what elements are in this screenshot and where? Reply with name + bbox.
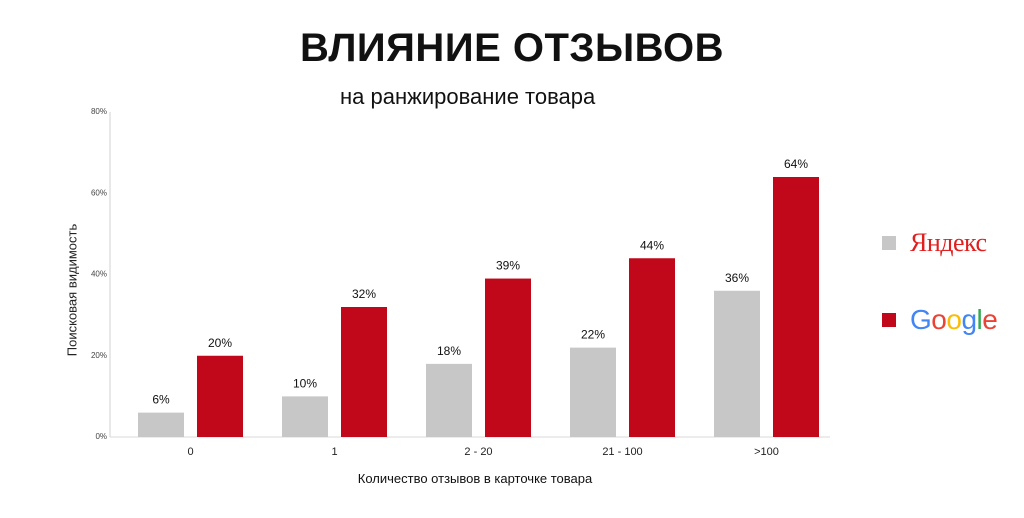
chart-subtitle: на ранжирование товара: [340, 84, 596, 109]
x-tick-label: 0: [187, 446, 193, 458]
data-label: 6%: [152, 393, 170, 407]
bar-yandex: [282, 396, 328, 437]
bar-google: [341, 307, 387, 437]
data-label: 36%: [725, 271, 749, 285]
data-label: 39%: [496, 259, 520, 273]
y-tick-label: 60%: [91, 188, 107, 197]
legend-swatch-yandex: [882, 236, 896, 250]
data-label: 22%: [581, 328, 605, 342]
x-axis-label: Количество отзывов в карточке товара: [357, 471, 593, 486]
bar-yandex: [570, 347, 616, 437]
x-tick-label: 2 - 20: [464, 446, 492, 458]
bar-google: [485, 278, 531, 437]
yandex-logo: Яндекс: [910, 228, 987, 257]
data-label: 64%: [784, 157, 808, 171]
google-logo: Google: [910, 304, 998, 335]
x-tick-label: >100: [754, 446, 779, 458]
data-label: 10%: [293, 376, 317, 390]
legend-item-yandex: Яндекс: [882, 228, 987, 258]
y-tick-label: 80%: [91, 107, 107, 116]
bar-yandex: [138, 412, 184, 437]
data-label: 32%: [352, 287, 376, 301]
x-tick-label: 1: [331, 446, 337, 458]
bar-google: [773, 177, 819, 437]
x-tick-label: 21 - 100: [602, 446, 642, 458]
y-axis-label: Поисковая видимость: [64, 223, 80, 357]
y-tick-label: 0%: [95, 432, 107, 441]
bar-yandex: [426, 363, 472, 437]
chart-title: ВЛИЯНИЕ ОТЗЫВОВ: [299, 26, 725, 70]
bar-google: [197, 355, 243, 437]
y-tick-label: 20%: [91, 351, 107, 360]
legend-item-google: Google: [882, 304, 998, 336]
data-label: 44%: [640, 238, 664, 252]
y-tick-label: 40%: [91, 270, 107, 279]
bar-google: [629, 258, 675, 437]
bar-yandex: [714, 290, 760, 437]
legend-swatch-google: [882, 313, 896, 327]
data-label: 20%: [208, 336, 232, 350]
data-label: 18%: [437, 344, 461, 358]
